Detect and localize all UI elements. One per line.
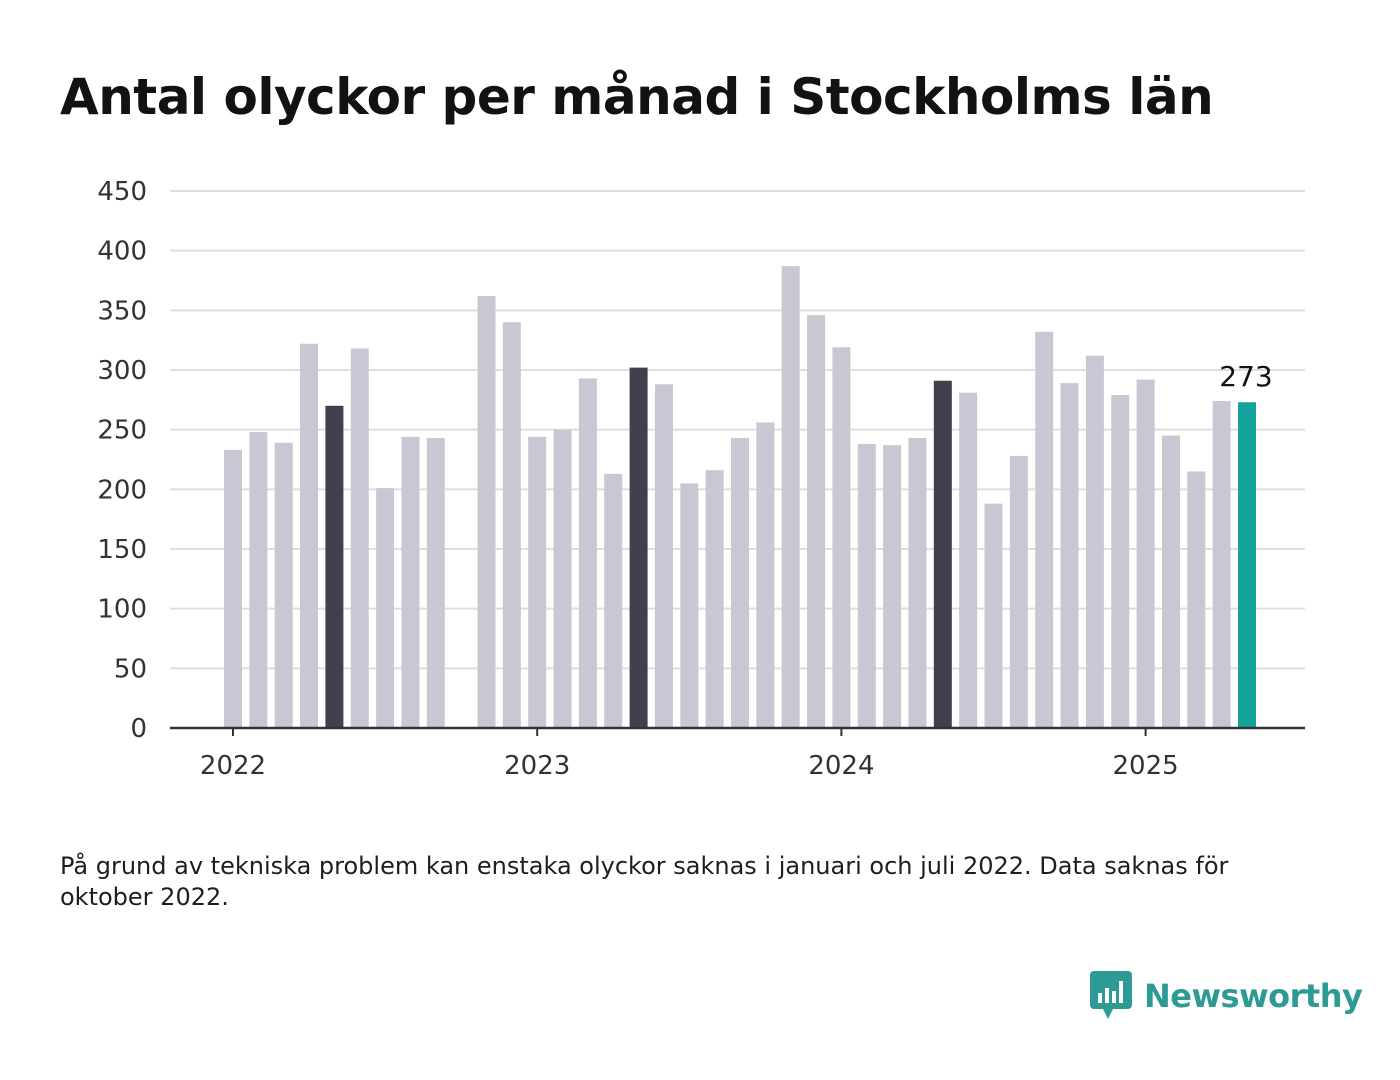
bar-chart: 0 50 100 150 200 250 300 350 400 450 2022 2023 2024 2… bbox=[97, 177, 1305, 781]
bar-2024-12 bbox=[1111, 395, 1130, 728]
bar-2023-11 bbox=[781, 266, 800, 728]
y-tick-label: 150 bbox=[97, 535, 147, 565]
bar-2022-06 bbox=[350, 348, 369, 728]
y-tick-label: 0 bbox=[130, 714, 147, 744]
brand-logo[interactable]: Newsworthy bbox=[1090, 970, 1363, 1022]
chart-footnote: På grund av tekniska problem kan enstaka… bbox=[60, 852, 1229, 911]
x-tick-label: 2023 bbox=[504, 751, 570, 781]
bar-2022-04 bbox=[300, 343, 319, 728]
bar-2024-11 bbox=[1085, 355, 1104, 728]
bar-2023-08 bbox=[705, 470, 724, 728]
y-tick-label: 200 bbox=[97, 475, 147, 505]
bar-2022-09 bbox=[426, 438, 445, 728]
bar-2022-02 bbox=[249, 432, 268, 728]
bar-2022-01 bbox=[224, 449, 242, 728]
bar-2025-04 bbox=[1212, 401, 1231, 728]
y-tick-label: 350 bbox=[97, 296, 147, 326]
bar-2025-05 bbox=[1238, 402, 1256, 728]
bar-2023-06 bbox=[654, 384, 673, 728]
bar-2023-12 bbox=[807, 315, 826, 728]
y-tick-label: 250 bbox=[97, 416, 147, 446]
bar-2022-05 bbox=[325, 405, 344, 728]
y-tick-label: 300 bbox=[97, 356, 147, 386]
bar-2023-02 bbox=[553, 429, 572, 728]
bar-2022-07 bbox=[376, 488, 395, 728]
chart-title: Antal olyckor per månad i Stockholms län bbox=[60, 68, 1214, 126]
data-labels: 273 bbox=[1219, 360, 1272, 393]
data-label: 273 bbox=[1219, 360, 1272, 393]
axes: 0 50 100 150 200 250 300 350 400 450 2022 2023 2024 2… bbox=[97, 177, 1305, 781]
bar-2024-10 bbox=[1060, 383, 1079, 728]
x-tick-label: 2024 bbox=[808, 751, 874, 781]
bar-2022-12 bbox=[502, 322, 521, 728]
bar-2024-08 bbox=[1009, 455, 1028, 728]
bar-2024-06 bbox=[959, 392, 978, 728]
bar-chart-speech-bubble-icon bbox=[1090, 971, 1132, 1019]
bar-2023-03 bbox=[578, 378, 597, 728]
bar-2023-10 bbox=[756, 422, 775, 728]
bar-2022-03 bbox=[274, 442, 293, 728]
brand-name: Newsworthy bbox=[1144, 977, 1363, 1015]
bar-2023-04 bbox=[604, 473, 623, 728]
bar-2022-08 bbox=[401, 436, 420, 728]
bar-2024-02 bbox=[857, 443, 876, 728]
bar-2024-07 bbox=[984, 503, 1003, 728]
bar-2024-01 bbox=[832, 347, 851, 728]
bar-2024-05 bbox=[933, 380, 952, 728]
bar-2025-03 bbox=[1187, 471, 1206, 728]
bar-2025-02 bbox=[1161, 435, 1180, 728]
y-tick-label: 50 bbox=[114, 654, 147, 684]
bar-2022-11 bbox=[477, 296, 496, 728]
x-tick-label: 2025 bbox=[1113, 751, 1179, 781]
bars bbox=[224, 266, 1256, 728]
bar-2023-01 bbox=[528, 436, 547, 728]
y-tick-label: 400 bbox=[97, 237, 147, 267]
bar-2023-07 bbox=[680, 483, 699, 728]
bar-2024-09 bbox=[1035, 331, 1054, 728]
bar-2023-05 bbox=[629, 367, 648, 728]
x-tick-label: 2022 bbox=[200, 751, 266, 781]
y-tick-label: 100 bbox=[97, 595, 147, 625]
bar-2023-09 bbox=[731, 438, 749, 728]
bar-2024-03 bbox=[883, 445, 902, 728]
bar-2025-01 bbox=[1136, 379, 1155, 728]
y-tick-label: 450 bbox=[97, 177, 147, 207]
bar-2024-04 bbox=[908, 438, 927, 728]
